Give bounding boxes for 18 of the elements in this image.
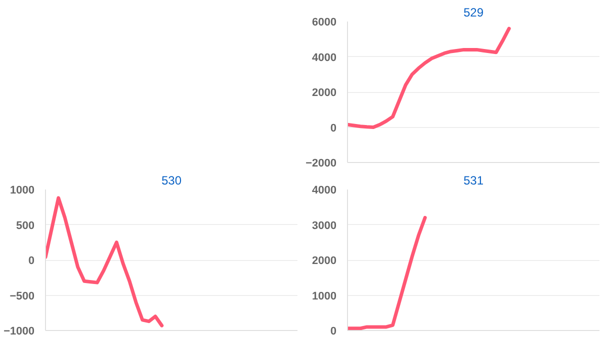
- y-tick-label: 3000: [312, 220, 337, 232]
- y-tick-label: −1000: [4, 326, 35, 338]
- y-tick-label: 1000: [10, 184, 35, 196]
- y-tick-label: 0: [330, 122, 337, 134]
- y-tick-label: 2000: [312, 255, 337, 267]
- y-tick-label: 500: [16, 220, 35, 232]
- chart-title: 531: [463, 174, 484, 188]
- chart-title: 530: [161, 174, 182, 188]
- y-tick-label: 0: [28, 255, 35, 267]
- y-tick-label: 1000: [312, 290, 337, 302]
- y-tick-label: −500: [10, 290, 35, 302]
- y-tick-label: 4000: [312, 52, 337, 64]
- y-tick-label: 6000: [312, 16, 337, 28]
- y-tick-label: 2000: [312, 87, 337, 99]
- y-tick-label: −2000: [306, 158, 337, 170]
- y-tick-label: 0: [330, 326, 337, 338]
- y-tick-label: 4000: [312, 184, 337, 196]
- chart-title: 529: [463, 6, 484, 20]
